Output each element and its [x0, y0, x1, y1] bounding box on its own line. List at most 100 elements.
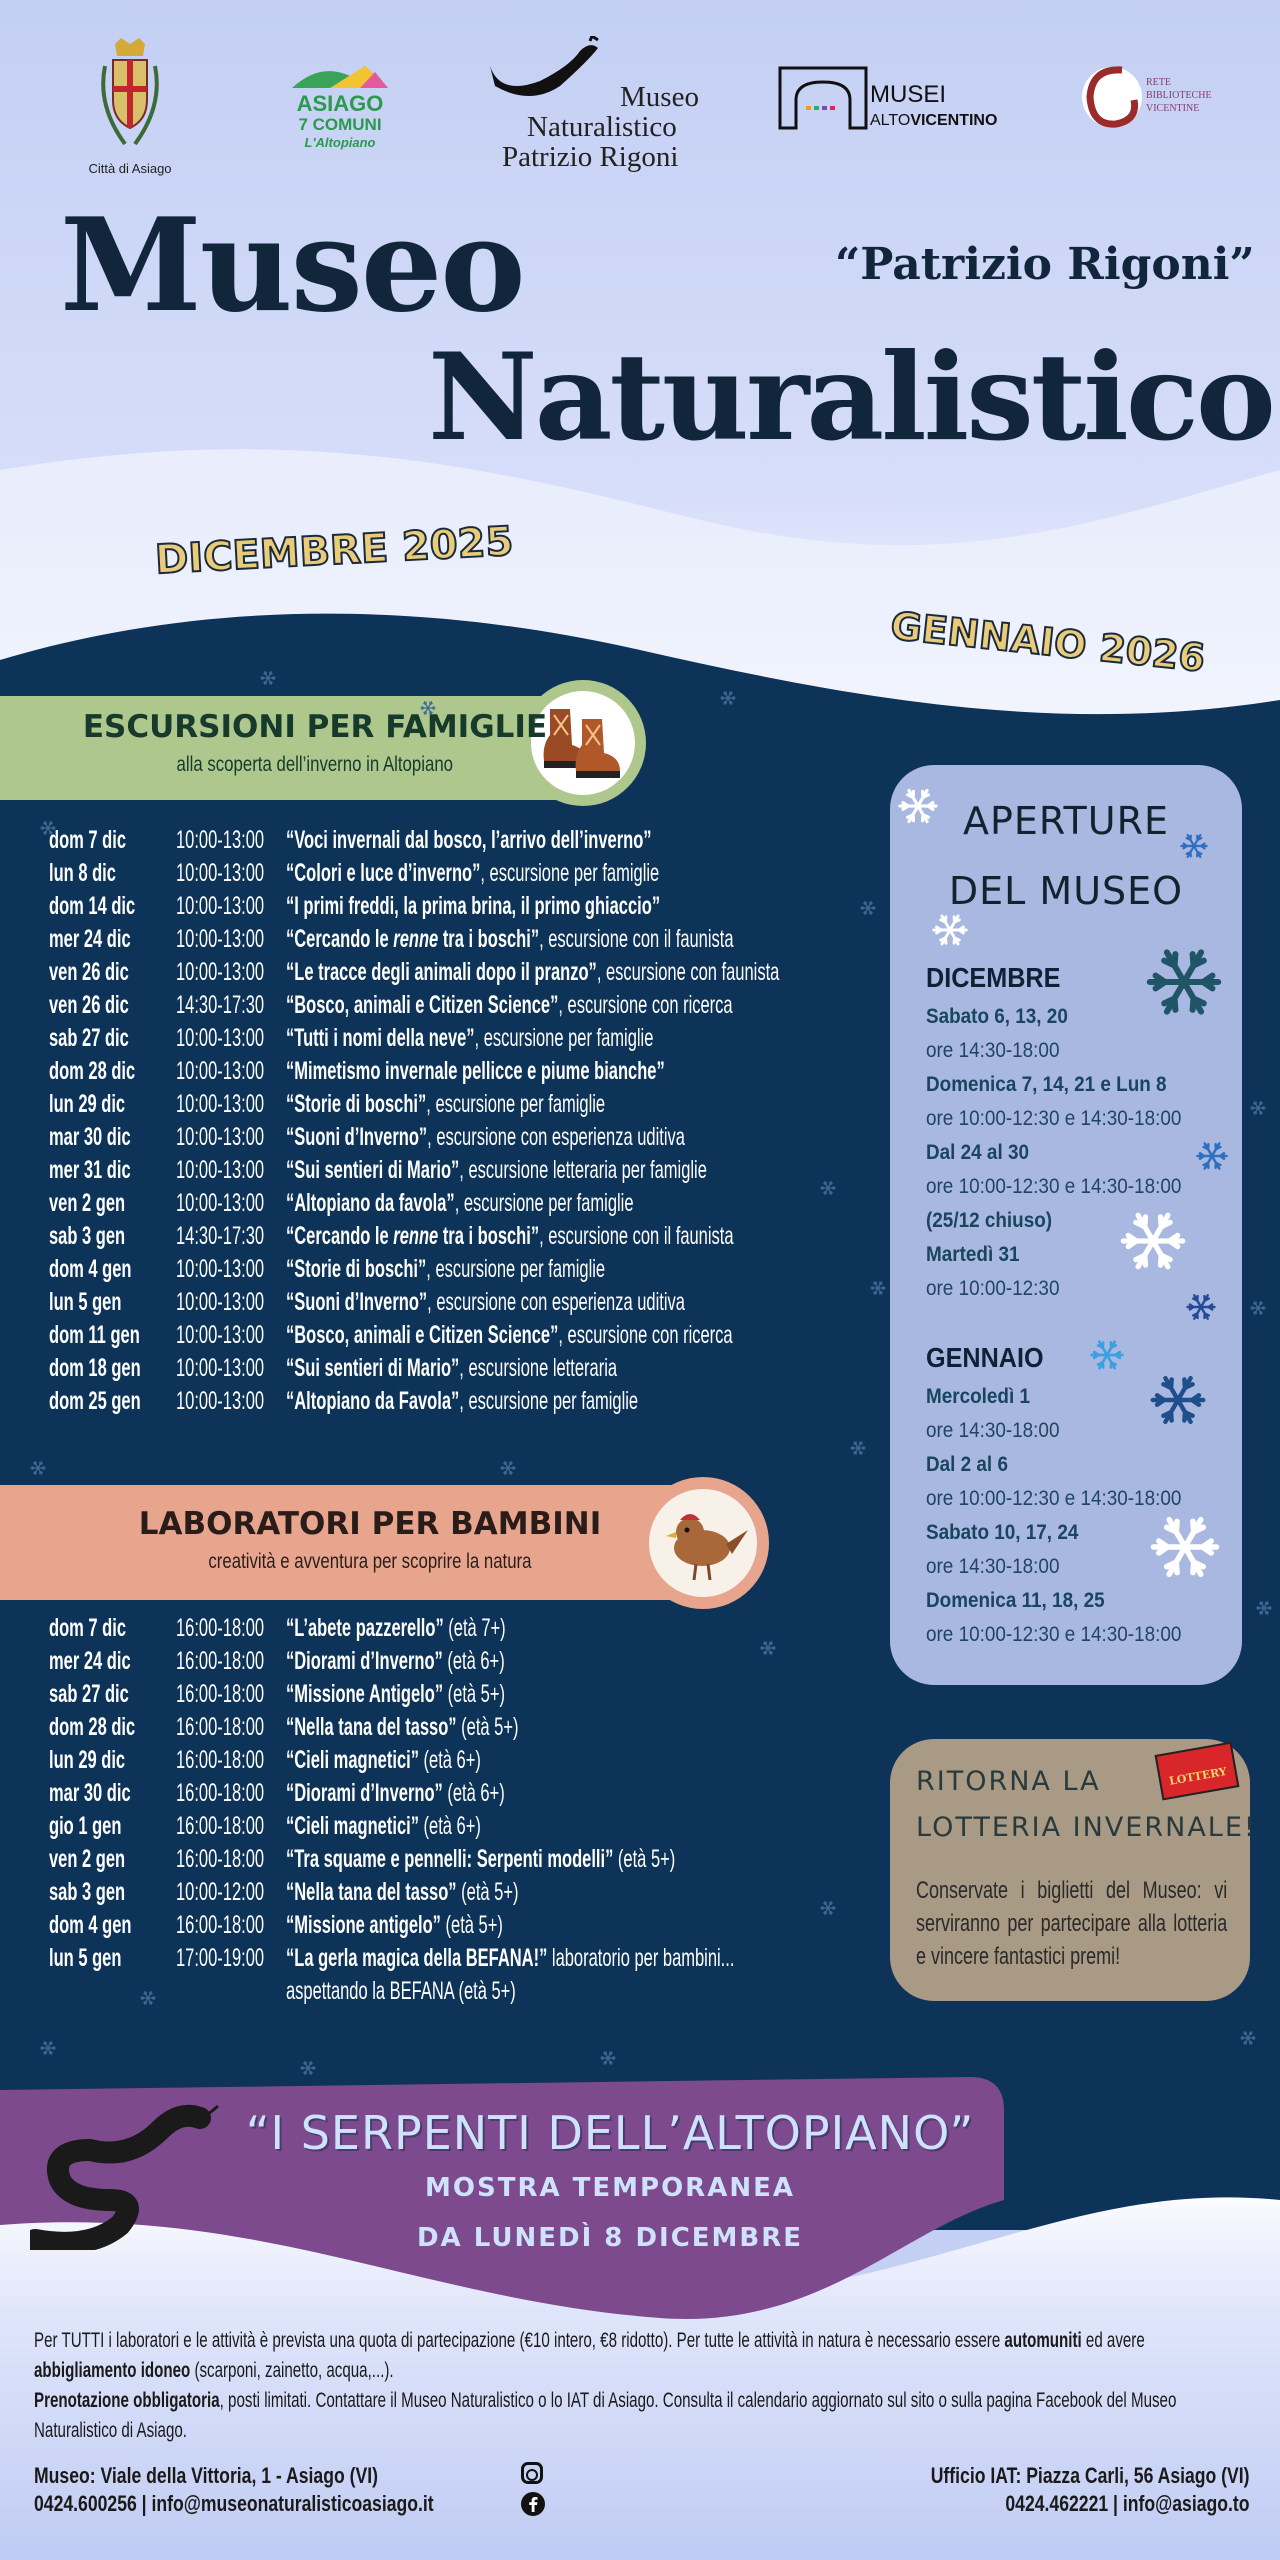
iat-contact: Ufficio IAT: Piazza Carli, 56 Asiago (VI…: [931, 2462, 1250, 2518]
event-note: (età 5+): [440, 1911, 503, 1939]
event-description: “Cieli magnetici” (età 6+): [286, 1746, 481, 1775]
museo-contact: Museo: Viale della Vittoria, 1 - Asiago …: [34, 2462, 434, 2518]
event-time: 16:00-18:00: [176, 1779, 265, 1807]
event-description: “Voci invernali dal bosco, l’arrivo dell…: [286, 826, 652, 855]
event-description: “Cercando le renne tra i boschi”, escurs…: [286, 925, 734, 954]
event-date: mar 30 dic: [49, 1123, 131, 1151]
opening-line: ore 14:30-18:00: [926, 1555, 1060, 1578]
openings-title-line1: Aperture: [963, 799, 1169, 843]
facebook-icon[interactable]: [521, 2492, 545, 2516]
event-time: 10:00-13:00: [176, 859, 265, 887]
footer-p1-bold: automuniti: [1004, 2329, 1082, 2352]
opening-line: Domenica 7, 14, 21 e Lun 8: [926, 1073, 1167, 1096]
snowflake-icon: [1150, 1375, 1206, 1425]
snowflake-icon: [860, 901, 876, 915]
event-date: mer 24 dic: [49, 1647, 131, 1675]
event-date: ven 26 dic: [49, 958, 129, 986]
event-description: “Nella tana del tasso” (età 5+): [286, 1713, 518, 1742]
event-title: “Cieli magnetici”: [286, 1812, 419, 1840]
event-title: “Mimetismo invernale pellicce e piume bi…: [286, 1057, 665, 1085]
logo-asiago-line1: ASIAGO: [296, 91, 384, 116]
event-note: (età 6+): [418, 1812, 481, 1840]
event-date: ven 26 dic: [49, 991, 129, 1019]
snowflake-icon: [850, 1441, 866, 1455]
coat-of-arms-icon: [101, 38, 159, 146]
event-note: , escursione per famiglie: [480, 859, 660, 887]
snowflake-icon: [40, 2041, 56, 2055]
opening-line: ore 10:00-12:30 e 14:30-18:00: [926, 1487, 1182, 1510]
month-heading-gennaio: GENNAIO: [926, 1342, 1044, 1373]
event-note: (età 6+): [418, 1746, 481, 1774]
event-time: 10:00-13:00: [176, 1255, 265, 1283]
lottery-body: Conservate i biglietti del Museo: vi ser…: [916, 1877, 1228, 1970]
event-description: “Mimetismo invernale pellicce e piume bi…: [286, 1057, 665, 1086]
event-date: dom 7 dic: [49, 1614, 127, 1642]
hiking-boots-icon: [543, 709, 620, 778]
event-time: 10:00-13:00: [176, 1123, 265, 1151]
event-description: “Bosco, animali e Citizen Science”, escu…: [286, 1321, 733, 1350]
logo-citta-di-asiago: Città di Asiago: [84, 36, 176, 176]
logo-museo-line3: Patrizio Rigoni: [502, 141, 679, 173]
event-title: “Nella tana del tasso”: [286, 1878, 457, 1906]
event-date: mer 31 dic: [49, 1156, 131, 1184]
event-title: “Tra squame e pennelli: Serpenti modelli…: [286, 1845, 614, 1873]
event-description: “Bosco, animali e Citizen Science”, escu…: [286, 991, 733, 1020]
event-note: , escursione per famiglie: [426, 1255, 606, 1283]
event-note: (età 5+): [443, 1680, 505, 1708]
opening-line: ore 14:30-18:00: [926, 1039, 1060, 1062]
circle-brush-icon: [1082, 66, 1142, 128]
event-description: “Altopiano da favola”, escursione per fa…: [286, 1189, 634, 1218]
footer-p1-bold2: abbigliamento idoneo: [34, 2359, 191, 2382]
event-description: “Missione antigelo” (età 5+): [286, 1911, 503, 1940]
snowflake-icon: [30, 1461, 46, 1475]
snowflake-icon: [1150, 1516, 1220, 1578]
title-museo: Museo: [60, 191, 526, 341]
lottery-box: [890, 1739, 1250, 2001]
event-time: 16:00-18:00: [176, 1845, 265, 1873]
snowflake-icon: [870, 1281, 886, 1295]
logo-museo-line2: Naturalistico: [527, 111, 677, 143]
event-date: lun 5 gen: [49, 1944, 122, 1972]
footer-paragraph-1: Per TUTTI i laboratori e le attività è p…: [34, 2326, 1251, 2386]
month-heading-dicembre: DICEMBRE: [926, 962, 1061, 993]
snake-icon: [30, 2104, 219, 2250]
labs-subtitle-text: creatività e avventura per scoprire la n…: [208, 1550, 532, 1573]
event-time: 10:00-13:00: [176, 826, 265, 854]
subtitle-patrizio-rigoni: “Patrizio Rigoni”: [835, 239, 1255, 290]
event-note: (età 6+): [442, 1779, 505, 1807]
exhibit-line2: da lunedì 8 dicembre: [416, 2223, 804, 2253]
opening-line: Sabato 6, 13, 20: [926, 1005, 1068, 1028]
event-title: “Missione Antigelo”: [286, 1680, 444, 1708]
event-description: “Le tracce degli animali dopo il pranzo”…: [286, 958, 779, 987]
event-time: 10:00-13:00: [176, 1057, 265, 1085]
labs-title: Laboratori per bambini: [138, 1506, 602, 1542]
event-time: 10:00-13:00: [176, 892, 265, 920]
event-title: “L’abete pazzerello”: [286, 1614, 444, 1642]
event-time: 10:00-12:00: [176, 1878, 265, 1906]
opening-line: ore 10:00-12:30 e 14:30-18:00: [926, 1175, 1182, 1198]
event-title: “Bosco, animali e Citizen Science”: [286, 991, 559, 1019]
event-title: “Missione antigelo”: [286, 1911, 441, 1939]
opening-line: Domenica 11, 18, 25: [926, 1589, 1105, 1612]
event-note: , escursione letteraria per famiglie: [459, 1156, 707, 1184]
event-note: , escursione con esperienza uditiva: [427, 1288, 685, 1316]
event-note: , escursione letteraria: [459, 1354, 618, 1382]
event-date: dom 28 dic: [49, 1713, 136, 1741]
instagram-icon[interactable]: [521, 2462, 543, 2484]
museo-phone-email[interactable]: 0424.600256 | info@museonaturalisticoasi…: [34, 2491, 434, 2516]
event-title: “Bosco, animali e Citizen Science”: [286, 1321, 559, 1349]
event-description: “Tutti i nomi della neve”, escursione pe…: [286, 1024, 653, 1053]
opening-line: Dal 24 al 30: [926, 1141, 1029, 1164]
event-date: ven 2 gen: [49, 1845, 126, 1873]
lottery-badge-text: LOTTERY: [1168, 1764, 1228, 1788]
event-date: dom 28 dic: [49, 1057, 136, 1085]
event-title: “Sui sentieri di Mario”: [286, 1354, 460, 1382]
event-title: tra i boschi”: [438, 1222, 540, 1250]
openings-box: [890, 765, 1242, 1685]
snowflake-icon: [140, 1991, 156, 2005]
footer-notes: Per TUTTI i laboratori e le attività è p…: [34, 2326, 1249, 2446]
opening-line: Mercoledì 1: [926, 1385, 1030, 1408]
iat-phone-email[interactable]: 0424.462221 | info@asiago.to: [1005, 2491, 1250, 2516]
snowflake-icon: [300, 2061, 316, 2075]
event-time: 16:00-18:00: [176, 1746, 265, 1774]
